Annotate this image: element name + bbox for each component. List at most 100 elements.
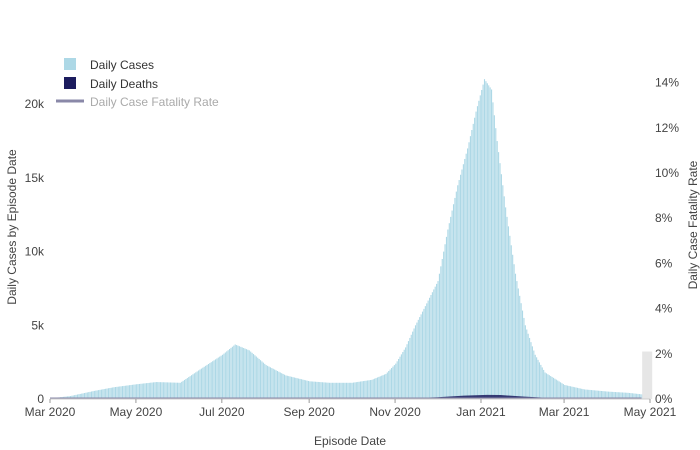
y-tick-label: 15k	[25, 171, 45, 185]
daily-cases-bar	[558, 381, 560, 399]
daily-cases-bar	[138, 383, 140, 399]
daily-cases-bar	[116, 386, 118, 399]
daily-cases-bar	[152, 382, 155, 399]
daily-cases-bar	[606, 391, 608, 399]
daily-cases-bar	[182, 380, 184, 399]
daily-cases-bar	[241, 347, 243, 399]
daily-cases-bar	[188, 377, 190, 399]
daily-cases-bar	[123, 385, 125, 399]
daily-cases-bar	[460, 174, 462, 399]
daily-cases-bar	[376, 377, 379, 399]
legend-label-daily-cases[interactable]: Daily Cases	[90, 58, 154, 72]
daily-cases-bar	[136, 384, 138, 399]
daily-cases-bar	[510, 245, 512, 399]
daily-cases-bar	[72, 395, 74, 399]
daily-cases-bar	[458, 180, 460, 399]
right-axis-bars	[642, 351, 653, 399]
daily-cases-bar	[603, 391, 605, 399]
daily-cases-bar	[121, 386, 124, 399]
daily-cases-bar	[367, 380, 369, 399]
daily-cases-bar	[341, 382, 343, 399]
daily-cases-bar	[467, 148, 469, 399]
daily-cases-bar	[530, 342, 532, 399]
daily-cases-bar	[536, 357, 538, 399]
right-axis-bar	[642, 351, 653, 399]
daily-cases-bar	[310, 381, 312, 399]
legend-label-daily-deaths[interactable]: Daily Deaths	[90, 77, 158, 91]
daily-cases-bar	[588, 389, 590, 399]
daily-cases-bar	[130, 385, 132, 399]
x-tick-label: Jul 2020	[199, 405, 245, 419]
daily-cases-bar	[550, 376, 552, 399]
daily-cases-bars	[50, 79, 650, 400]
daily-cases-bar	[317, 381, 319, 399]
daily-cases-bar	[423, 308, 425, 399]
daily-cases-bar	[438, 273, 440, 399]
daily-cases-bar	[626, 392, 628, 399]
daily-cases-bar	[391, 368, 393, 399]
daily-cases-bar	[157, 382, 159, 399]
daily-cases-bar	[345, 382, 348, 399]
daily-cases-bar	[336, 382, 338, 399]
daily-cases-bar	[561, 383, 563, 399]
daily-cases-bar	[324, 382, 326, 399]
daily-cases-bar	[574, 387, 576, 399]
daily-cases-bar	[564, 385, 566, 399]
daily-cases-bar	[81, 393, 83, 399]
daily-cases-bar	[447, 229, 449, 399]
daily-cases-bar	[451, 210, 453, 399]
legend-label-case-fatality-rate[interactable]: Daily Case Fatality Rate	[90, 95, 219, 109]
daily-cases-bar	[571, 386, 573, 399]
daily-cases-bar	[372, 379, 374, 399]
daily-cases-bar	[262, 362, 264, 399]
daily-cases-bar	[343, 382, 345, 399]
daily-cases-bar	[96, 390, 98, 399]
daily-cases-bar	[533, 350, 535, 399]
daily-cases-bar	[413, 328, 415, 399]
daily-cases-bar	[192, 374, 194, 399]
daily-cases-bar	[86, 392, 88, 399]
daily-cases-bar	[379, 376, 381, 399]
daily-cases-bar	[140, 383, 142, 399]
daily-cases-bar	[102, 389, 104, 399]
daily-cases-bar	[329, 382, 331, 399]
daily-cases-bar	[493, 115, 495, 400]
y-tick-label: 20k	[25, 97, 45, 111]
daily-cases-bar	[602, 391, 604, 399]
daily-cases-bar	[617, 392, 619, 399]
daily-cases-bar	[581, 388, 583, 399]
daily-cases-bar	[392, 366, 394, 399]
daily-cases-bar	[202, 367, 204, 399]
daily-cases-bar	[554, 378, 556, 399]
daily-cases-bar	[233, 345, 235, 399]
daily-cases-bar	[85, 392, 87, 399]
daily-cases-bar	[562, 384, 564, 399]
daily-cases-bar	[176, 382, 179, 399]
y2-tick-label: 2%	[655, 347, 673, 361]
daily-cases-bar	[276, 371, 279, 399]
daily-cases-bar	[637, 393, 639, 399]
daily-cases-bar	[217, 357, 219, 399]
daily-cases-bar	[575, 387, 577, 399]
daily-cases-bar	[119, 386, 121, 399]
y2-tick-label: 10%	[655, 166, 679, 180]
daily-cases-bar	[371, 379, 373, 399]
daily-cases-bar	[621, 392, 624, 399]
daily-cases-bar	[312, 381, 314, 399]
daily-cases-bar	[347, 382, 349, 399]
daily-cases-bar	[272, 368, 274, 399]
daily-cases-bar	[213, 360, 215, 399]
daily-cases-bar	[83, 393, 86, 399]
daily-cases-bar	[348, 382, 350, 399]
daily-cases-bar	[609, 391, 611, 399]
daily-cases-bar	[440, 266, 442, 399]
daily-cases-bar	[265, 365, 267, 399]
daily-cases-bar	[531, 346, 533, 399]
legend-swatch-daily-deaths	[64, 77, 76, 89]
daily-cases-bar	[524, 325, 526, 399]
daily-cases-bar	[154, 382, 156, 399]
daily-cases-bar	[285, 375, 287, 399]
daily-cases-bar	[155, 382, 157, 399]
daily-cases-bar	[517, 288, 519, 399]
